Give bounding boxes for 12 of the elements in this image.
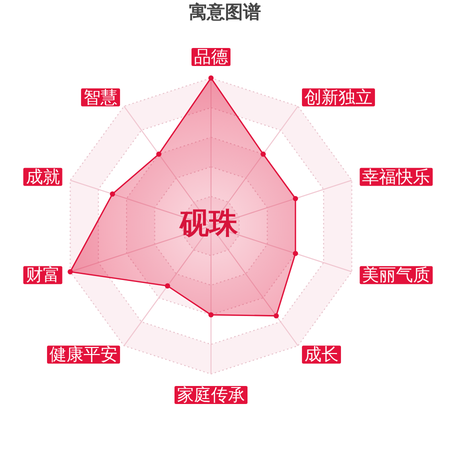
spoke-label: 成就 — [26, 167, 60, 186]
spoke-label: 健康平安 — [50, 345, 118, 364]
spoke-label: 幸福快乐 — [362, 167, 430, 186]
spoke-label: 美丽气质 — [362, 266, 430, 285]
spoke-label: 创新独立 — [304, 88, 372, 107]
spoke-label: 家庭传承 — [177, 386, 245, 404]
text: 砚珠 — [179, 208, 239, 240]
spoke-label: 品德 — [194, 48, 228, 66]
spoke-label: 智慧 — [84, 88, 118, 107]
spoke-label: 成长 — [304, 345, 338, 364]
spoke-label: 财富 — [26, 266, 60, 285]
chart-title: 寓意图谱 — [189, 2, 261, 22]
